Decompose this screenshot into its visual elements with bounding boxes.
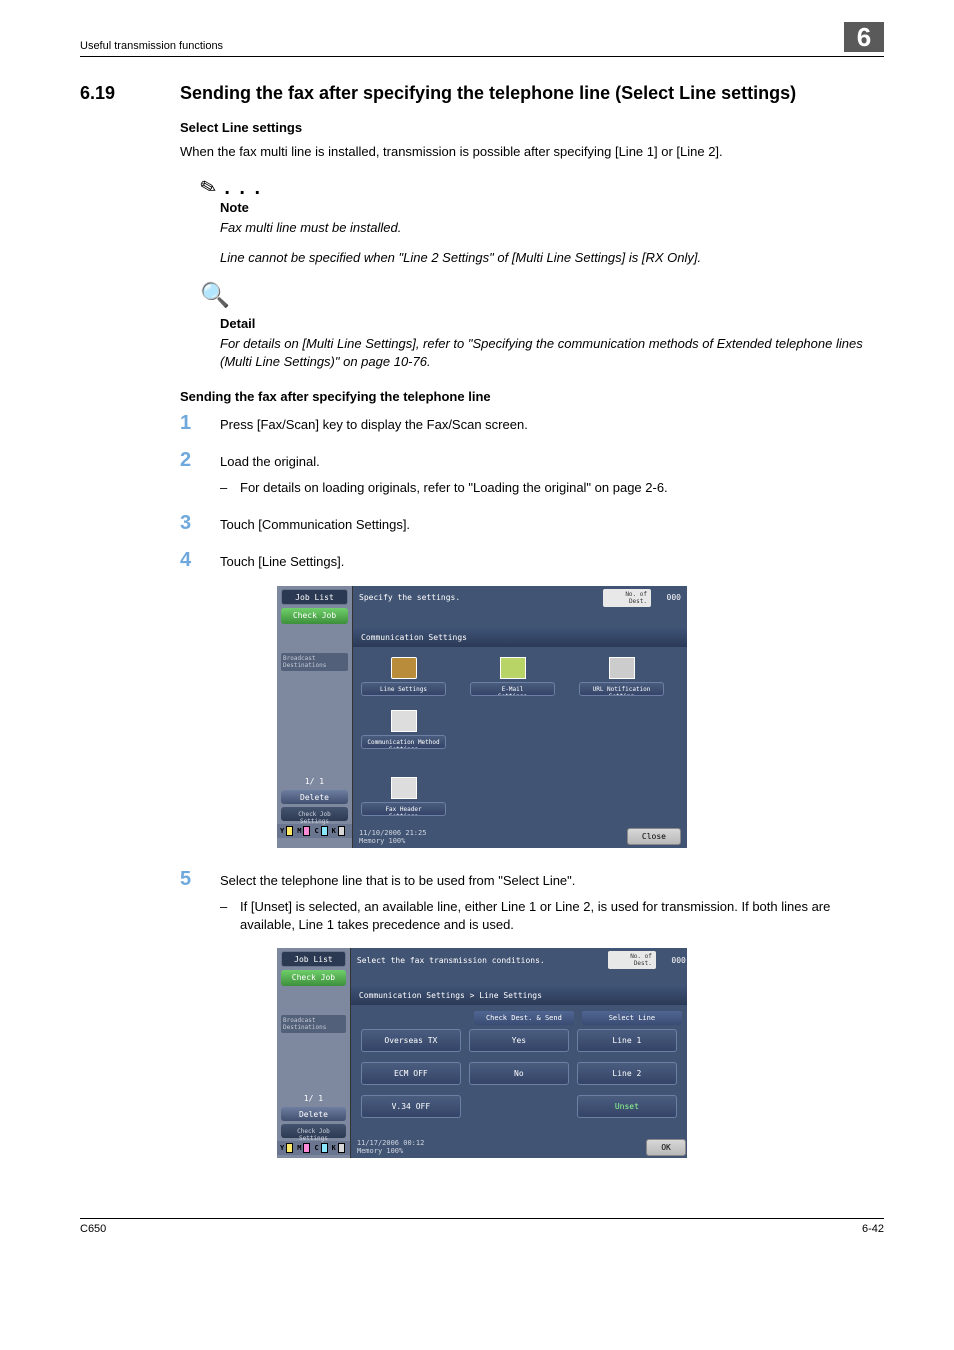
panel-breadcrumb: Communication Settings > Line Settings: [351, 986, 687, 1005]
instruction-text: Select the fax transmission conditions.: [357, 956, 608, 965]
toner-indicator: Y M C K: [277, 1141, 350, 1155]
email-settings-button[interactable]: E-Mail Settings: [470, 682, 555, 696]
note-line2: Line cannot be specified when "Line 2 Se…: [220, 249, 884, 267]
subheading-sending: Sending the fax after specifying the tel…: [180, 389, 884, 404]
section-number: 6.19: [80, 83, 180, 104]
column-select-line: Select Line: [582, 1011, 682, 1025]
dash: –: [220, 898, 240, 934]
dash: –: [220, 479, 240, 497]
detail-body: For details on [Multi Line Settings], re…: [220, 335, 884, 371]
comm-method-icon: [391, 710, 417, 732]
url-notification-button[interactable]: URL Notification Setting: [579, 682, 664, 696]
yes-button[interactable]: Yes: [469, 1029, 569, 1052]
step-number-1: 1: [180, 412, 220, 435]
step-number-4: 4: [180, 549, 220, 572]
chapter-number-badge: 6: [844, 22, 884, 52]
step-text-3: Touch [Communication Settings].: [220, 512, 884, 535]
toner-indicator: Y M C K: [277, 824, 352, 838]
check-job-button[interactable]: Check Job: [281, 608, 348, 624]
timestamp: 11/17/2006 00:12: [357, 1139, 646, 1147]
intro-paragraph: When the fax multi line is installed, tr…: [180, 143, 884, 161]
step-sub-2: For details on loading originals, refer …: [240, 479, 884, 497]
panel-title: Communication Settings: [353, 628, 687, 647]
step-text-4: Touch [Line Settings].: [220, 549, 884, 572]
line-settings-button[interactable]: Line Settings: [361, 682, 446, 696]
instruction-text: Specify the settings.: [359, 593, 603, 602]
note-label: Note: [220, 200, 884, 215]
running-head: Useful transmission functions: [80, 40, 844, 52]
screenshot-line-settings: Job List Check Job Broadcast Destination…: [277, 948, 687, 1158]
close-button[interactable]: Close: [627, 828, 681, 845]
section-title: Sending the fax after specifying the tel…: [180, 83, 884, 104]
unset-button[interactable]: Unset: [577, 1095, 677, 1118]
detail-magnifier-icon: 🔍: [200, 281, 230, 310]
dest-count-label: No. of Dest.: [608, 951, 656, 969]
page-indicator: 1/ 1: [277, 1094, 350, 1103]
delete-button[interactable]: Delete: [281, 1107, 346, 1121]
no-button[interactable]: No: [469, 1062, 569, 1085]
column-check-dest: Check Dest. & Send: [474, 1011, 574, 1025]
step-number-3: 3: [180, 512, 220, 535]
step-text-5: Select the telephone line that is to be …: [220, 873, 575, 888]
screenshot-comm-settings: Job List Check Job Broadcast Destination…: [277, 586, 687, 848]
delete-button[interactable]: Delete: [281, 790, 348, 804]
detail-label: Detail: [220, 316, 884, 331]
v34-off-button[interactable]: V.34 OFF: [361, 1095, 461, 1118]
step-sub-5: If [Unset] is selected, an available lin…: [240, 898, 884, 934]
footer-model: C650: [80, 1223, 862, 1235]
dest-count-value: 000: [651, 593, 681, 602]
note-dots: . . .: [217, 177, 262, 199]
timestamp: 11/10/2006 21:25: [359, 829, 627, 837]
memory-status: Memory 100%: [359, 837, 627, 845]
step-text-1: Press [Fax/Scan] key to display the Fax/…: [220, 412, 884, 435]
ecm-off-button[interactable]: ECM OFF: [361, 1062, 461, 1085]
dest-count-label: No. of Dest.: [603, 589, 651, 607]
job-list-button[interactable]: Job List: [281, 951, 346, 967]
check-job-button[interactable]: Check Job: [281, 970, 346, 986]
line2-button[interactable]: Line 2: [577, 1062, 677, 1085]
ok-button[interactable]: OK: [646, 1139, 686, 1156]
page-indicator: 1/ 1: [277, 777, 352, 786]
line-settings-icon: [391, 657, 417, 679]
memory-status: Memory 100%: [357, 1147, 646, 1155]
line1-button[interactable]: Line 1: [577, 1029, 677, 1052]
email-settings-icon: [500, 657, 526, 679]
step-number-2: 2: [180, 449, 220, 497]
broadcast-destinations-label: Broadcast Destinations: [281, 653, 348, 671]
job-list-button[interactable]: Job List: [281, 589, 348, 605]
url-notification-icon: [609, 657, 635, 679]
note-line1: Fax multi line must be installed.: [220, 219, 884, 237]
check-job-settings-button[interactable]: Check Job Settings: [281, 1124, 346, 1138]
broadcast-destinations-label: Broadcast Destinations: [281, 1015, 346, 1033]
comm-method-button[interactable]: Communication Method Settings: [361, 735, 446, 749]
footer-page: 6-42: [862, 1223, 884, 1235]
subheading-select-line: Select Line settings: [180, 120, 884, 135]
check-job-settings-button[interactable]: Check Job Settings: [281, 807, 348, 821]
overseas-tx-button[interactable]: Overseas TX: [361, 1029, 461, 1052]
fax-header-button[interactable]: Fax Header Settings: [361, 802, 446, 816]
dest-count-value: 000: [656, 956, 686, 965]
step-number-5: 5: [180, 868, 220, 935]
step-text-2: Load the original.: [220, 454, 320, 469]
fax-header-icon: [391, 777, 417, 799]
